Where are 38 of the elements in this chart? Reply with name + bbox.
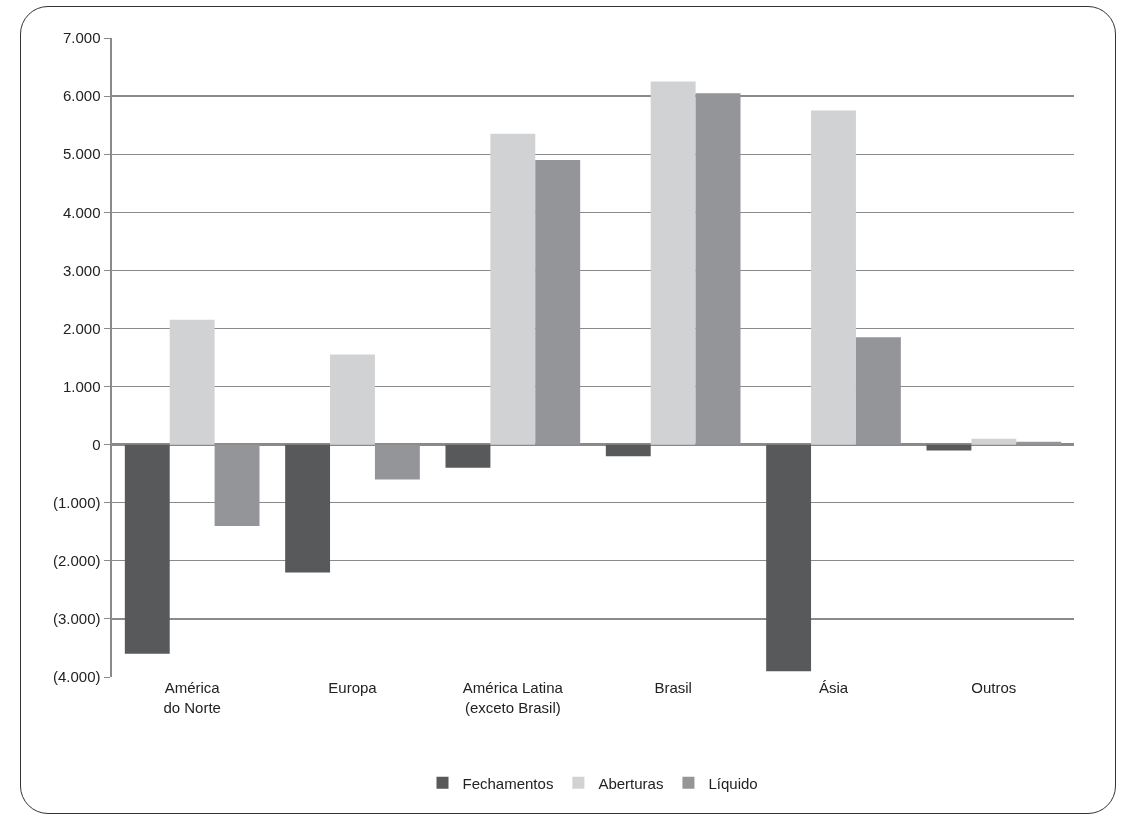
bar — [971, 438, 1017, 445]
bar — [855, 337, 901, 445]
bar — [124, 444, 170, 654]
y-tick-label: 2.000 — [62, 319, 101, 337]
x-tick-label: América do Norte — [163, 679, 221, 716]
x-tick-label: Europa — [328, 679, 378, 696]
y-tick-label: (1.000) — [52, 493, 101, 511]
x-tick-label: Ásia — [818, 679, 849, 696]
y-tick-label: (3.000) — [52, 610, 101, 628]
bar — [605, 444, 651, 457]
x-tick-label: América Latina (exceto Brasil) — [462, 679, 564, 716]
x-tick-label: Brasil — [654, 679, 692, 696]
bar — [374, 444, 420, 480]
y-tick-label: 7.000 — [62, 29, 101, 47]
y-tick-label: 0 — [92, 435, 101, 453]
bar — [811, 110, 856, 445]
y-tick-label: 1.000 — [62, 377, 101, 395]
bar — [214, 444, 260, 526]
y-tick-label: 5.000 — [62, 145, 101, 163]
legend-label: Líquido — [708, 774, 758, 792]
y-tick-label: 3.000 — [62, 261, 101, 279]
bar — [1016, 441, 1062, 445]
bar — [445, 444, 491, 468]
y-tick-label: (2.000) — [52, 552, 101, 570]
y-tick-label: (4.000) — [52, 668, 101, 686]
y-tick-label: 4.000 — [62, 203, 101, 221]
bar — [285, 444, 331, 573]
bar — [695, 93, 741, 445]
x-tick-label: Outros — [971, 679, 1017, 696]
bar — [650, 81, 696, 445]
bar — [169, 319, 215, 445]
legend-label: Aberturas — [598, 774, 664, 792]
legend-label: Fechamentos — [462, 774, 554, 792]
y-tick-label: 6.000 — [62, 87, 101, 105]
bar — [330, 354, 375, 445]
bar — [490, 133, 536, 445]
bar — [766, 444, 812, 672]
bar — [535, 159, 581, 445]
